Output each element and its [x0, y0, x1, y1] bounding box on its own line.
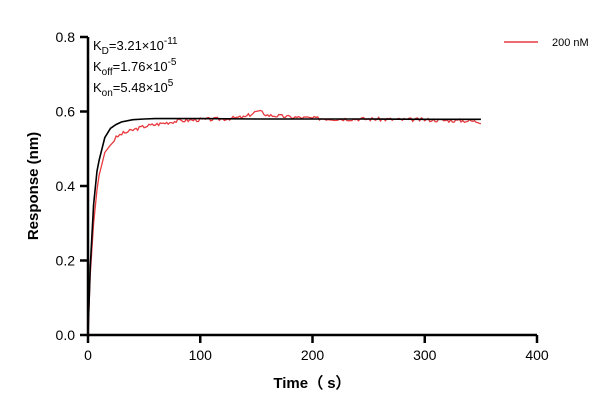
y-tick-label: 0.0	[56, 327, 76, 343]
x-tick-label: 100	[189, 347, 213, 363]
x-tick-label: 300	[413, 347, 437, 363]
annotation-koff: Koff=1.76×10-5	[93, 57, 177, 78]
x-axis-label: Time（ s）	[273, 374, 350, 392]
y-tick-label: 0.6	[56, 104, 76, 120]
y-tick-label: 0.8	[56, 29, 76, 45]
legend-label: 200 nM	[552, 37, 589, 49]
y-tick-label: 0.2	[56, 253, 76, 269]
axes: 0 100 200 300 400 0.0 0.2 0.4 0.6 0.8	[56, 29, 549, 363]
series-lines	[87, 109, 481, 336]
x-tick-label: 200	[301, 347, 325, 363]
x-tick-label: 0	[84, 347, 92, 363]
annotation-kon: Kon=5.48×105	[93, 78, 174, 99]
y-axis-label: Response (nm)	[25, 132, 42, 240]
fit-curve	[87, 117, 481, 336]
annotation-kD: KD=3.21×10-11	[93, 36, 178, 57]
legend: 200 nM	[504, 37, 589, 49]
y-tick-label: 0.4	[56, 178, 76, 194]
series-line-200nM	[87, 109, 481, 336]
x-tick-label: 400	[525, 347, 549, 363]
